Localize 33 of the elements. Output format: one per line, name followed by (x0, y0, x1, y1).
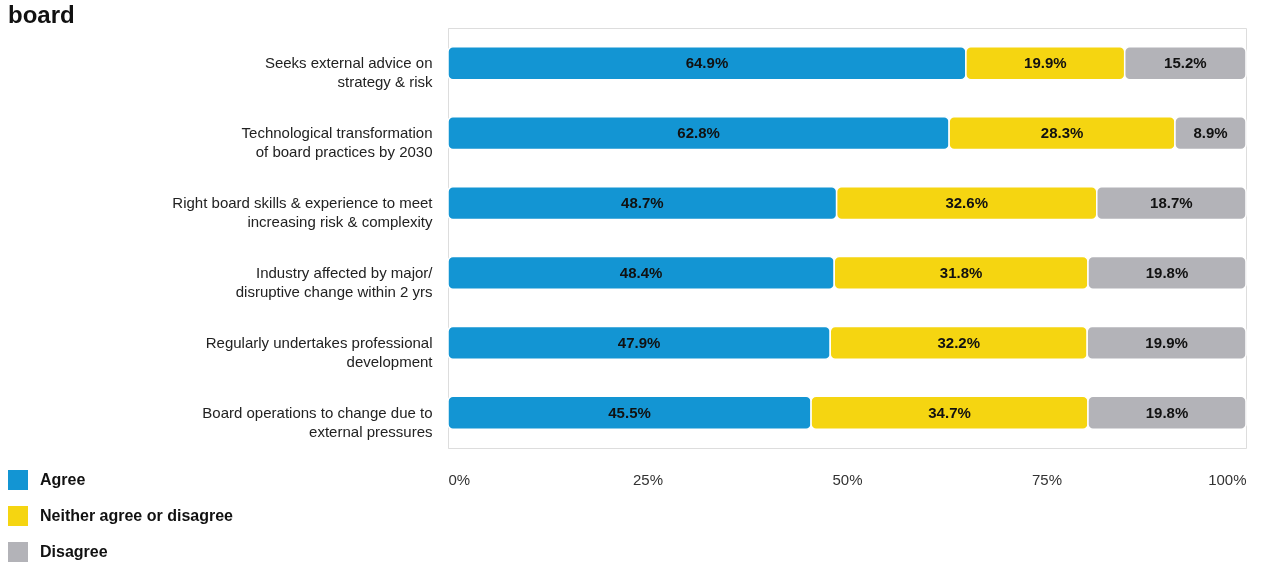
text: board (8, 1, 75, 28)
data-label: 28.3% (1040, 124, 1084, 142)
y-tick-label: Right board skills & experience to meet increasing risk & complexity (172, 194, 434, 231)
data-label: 48.4% (619, 263, 663, 281)
y-tick-label: Industry affected by major/ disruptive change within 2 yrs (235, 263, 434, 300)
x-tick-label: 25% (632, 470, 664, 488)
x-tick-label: 50% (832, 470, 863, 488)
data-label: 18.7% (1150, 194, 1193, 212)
x-tick-label: 100% (1208, 470, 1247, 488)
x-tick-label: 0% (448, 470, 471, 488)
y-tick-label: Regularly undertakes professional development (205, 333, 434, 370)
y-tick-label: Seeks external advice on strategy & risk (264, 54, 433, 91)
legend-label: Disagree (40, 543, 108, 560)
data-label: 64.9% (685, 54, 729, 72)
x-tick-label: 75% (1031, 470, 1063, 488)
data-label: 19.8% (1145, 263, 1189, 281)
data-label: 48.7% (621, 194, 664, 212)
data-label: 47.9% (617, 333, 661, 351)
data-label: 19.9% (1024, 54, 1067, 72)
data-label: 32.2% (937, 333, 980, 351)
data-label: 31.8% (939, 263, 983, 281)
data-label: 8.9% (1193, 124, 1228, 142)
data-label: 34.7% (928, 403, 971, 421)
legend-label: Agree (40, 471, 86, 488)
y-tick-label: Technological transformation of board practices by 2030 (241, 124, 433, 161)
data-label: 62.8% (677, 124, 720, 142)
data-label: 19.9% (1145, 333, 1188, 351)
legend-label: Neither agree or disagree (40, 507, 234, 524)
data-label: 32.6% (945, 194, 988, 212)
y-tick-label: Board operations to change due to external pressures (202, 403, 433, 440)
data-label: 45.5% (608, 403, 651, 421)
data-label: 19.8% (1145, 403, 1189, 421)
data-label: 15.2% (1164, 54, 1207, 72)
